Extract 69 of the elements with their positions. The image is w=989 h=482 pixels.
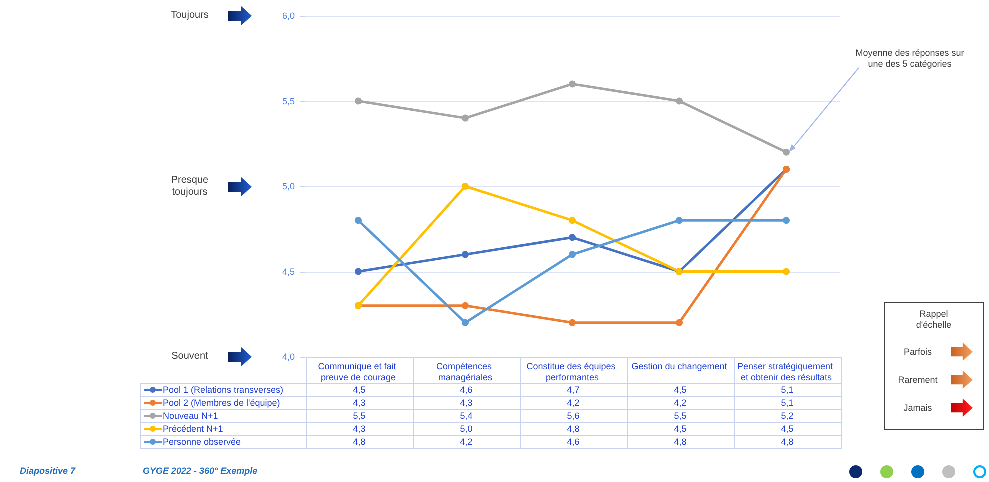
point — [462, 302, 469, 310]
text: Diapositive 7 — [20, 466, 76, 476]
text: Souvent — [170, 351, 210, 363]
text: Jamais — [902, 403, 934, 413]
data-label: 4,8 — [306, 436, 413, 448]
data-label: 4,3 — [306, 422, 413, 436]
data-label: 5,0 — [413, 422, 520, 436]
data-label: 4,5 — [734, 422, 841, 436]
text: GYGE 2022 - 360° Exemple — [143, 466, 258, 476]
data-label: 4,3 — [306, 396, 413, 410]
x-tick-label: Constitue des équipes performantes — [526, 362, 618, 382]
data-label: 4,8 — [734, 436, 841, 448]
legend-label: Pool 2 (Membres de l'équipe) — [163, 398, 280, 408]
data-label: 4,5 — [627, 422, 734, 436]
x-tick-label: Compétences managériales — [436, 362, 495, 382]
y-tick-label: 4,0 — [282, 352, 295, 362]
data-label: 4,5 — [627, 384, 734, 396]
y-tick-label: 6,0 — [282, 11, 295, 21]
x-tick-label: Gestion du changement — [632, 362, 728, 372]
point — [462, 319, 469, 326]
legend-label: Pool 1 (Relations transverses) — [163, 384, 284, 394]
data-label: 4,5 — [306, 384, 413, 396]
y-tick-label: 5,0 — [282, 182, 295, 192]
point — [569, 319, 576, 326]
point — [783, 268, 790, 276]
point — [355, 268, 362, 276]
data-label: 5,4 — [413, 410, 520, 422]
point — [355, 217, 362, 224]
x-tick-label: Penser stratégiquement et obtenir des résultats — [737, 362, 836, 382]
y-tick-label: 5,5 — [282, 96, 295, 106]
data-label: 4,2 — [627, 396, 734, 410]
data-label: 4,2 — [520, 396, 627, 410]
data-label: 5,5 — [306, 410, 413, 422]
point — [676, 217, 683, 224]
legend-label: Personne observée — [163, 436, 242, 446]
data-label: 5,6 — [520, 410, 627, 422]
data-label: 4,2 — [413, 436, 520, 448]
point — [676, 98, 683, 105]
point — [783, 217, 790, 224]
data-label: 4,8 — [627, 436, 734, 448]
data-label: 5,5 — [627, 410, 734, 422]
data-label: 5,1 — [734, 384, 841, 396]
point — [569, 251, 576, 258]
point — [676, 319, 683, 326]
legend-label: Nouveau N+1 — [163, 410, 218, 420]
data-label: 5,1 — [734, 396, 841, 410]
data-label: 4,3 — [413, 396, 520, 410]
point — [783, 148, 790, 156]
text: Rarement — [897, 375, 939, 385]
data-label: 4,6 — [520, 436, 627, 448]
text: Toujours — [170, 10, 210, 22]
data-label: 5,2 — [734, 410, 841, 422]
point — [355, 98, 362, 105]
point — [569, 217, 576, 224]
data-label: 4,7 — [520, 384, 627, 396]
y-tick-label: 4,5 — [282, 266, 295, 277]
point — [462, 251, 469, 258]
data-label: 4,6 — [413, 384, 520, 396]
point — [569, 80, 576, 88]
point — [462, 183, 469, 190]
x-tick-label: Communique et fait preuve de courage — [318, 362, 399, 382]
text: Presque toujours — [170, 174, 210, 198]
annotation: Moyenne des réponses sur une des 5 catégories — [855, 48, 965, 70]
data-label: 4,8 — [520, 422, 627, 436]
text: Rappel d'échelle — [915, 309, 953, 331]
text: Parfois — [902, 347, 933, 357]
point — [462, 114, 469, 122]
legend-label: Précédent N+1 — [163, 424, 224, 434]
point — [569, 234, 576, 242]
